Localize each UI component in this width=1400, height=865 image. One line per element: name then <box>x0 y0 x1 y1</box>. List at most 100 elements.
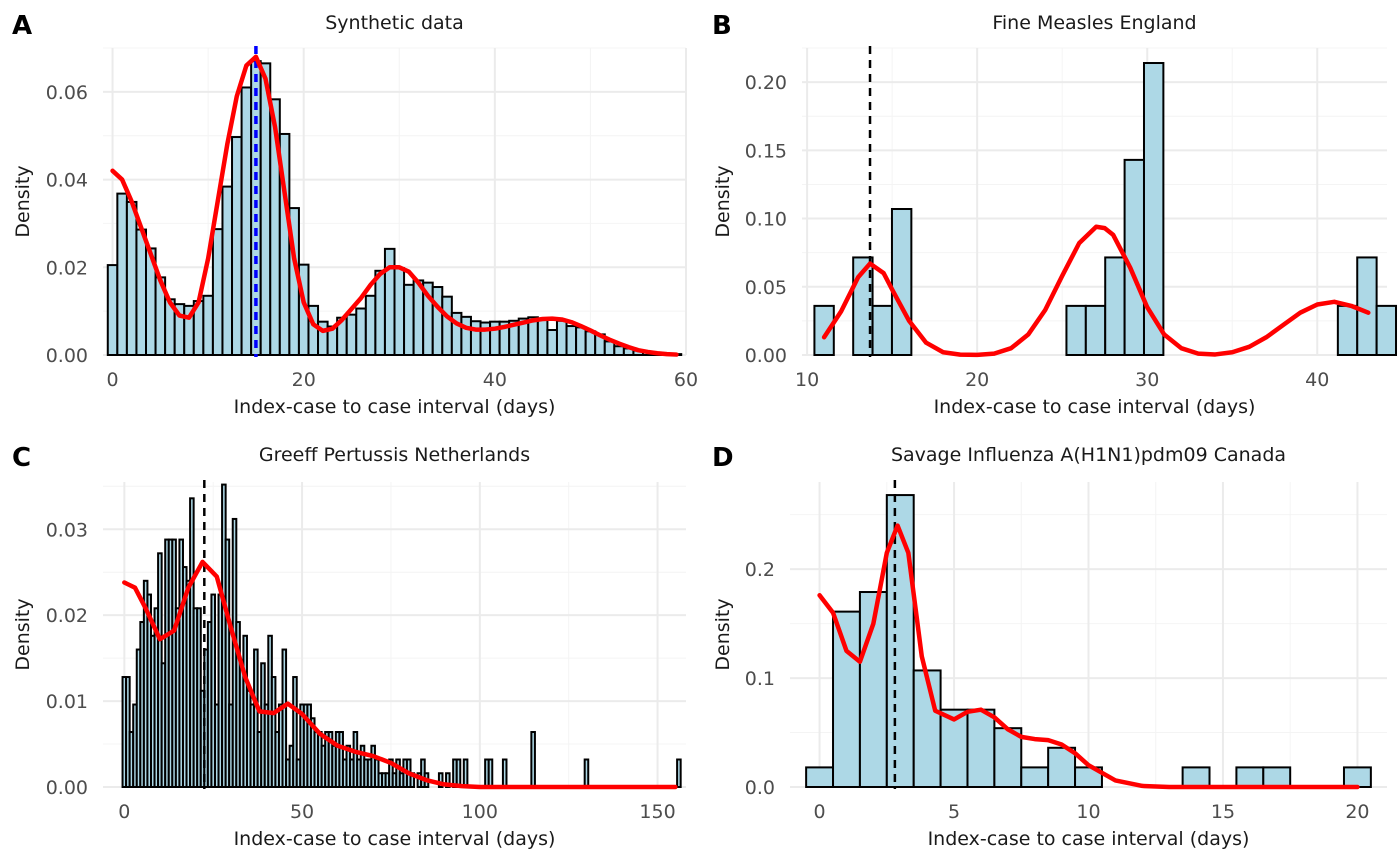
histogram-bar <box>211 228 224 357</box>
histogram-bar <box>455 758 462 788</box>
y-tick-label: 0.0 <box>745 777 775 799</box>
histogram-bar <box>1142 62 1165 357</box>
x-axis-title: Index-case to case interval (days) <box>234 396 556 418</box>
y-axis-title: Density <box>712 598 734 670</box>
panel-title: Greeff Pertussis Netherlands <box>259 444 530 466</box>
x-tick-label: 20 <box>965 369 989 391</box>
histogram-bar <box>224 538 231 788</box>
histogram-bar <box>1084 304 1107 357</box>
x-tick-label: 50 <box>290 801 314 823</box>
y-tick-label: 0.1 <box>745 668 775 690</box>
histogram-bar <box>546 329 558 357</box>
panel-letter: C <box>12 443 31 473</box>
y-tick-label: 0.02 <box>46 257 88 279</box>
histogram-bar <box>106 264 119 357</box>
x-tick-label: 20 <box>1345 801 1369 823</box>
histogram-bar <box>231 136 243 356</box>
histogram-bar <box>584 330 597 356</box>
density-curve <box>817 523 1360 790</box>
y-tick-label: 0.10 <box>745 209 787 231</box>
histogram-bar <box>281 648 288 788</box>
panel-a: 0 20 40 60 0.00 0.02 0.04 0.06 A Synthetic data In… <box>12 11 698 418</box>
density-curve <box>821 224 1371 358</box>
histogram-bar <box>240 86 253 356</box>
panel-c: 0 50 100 150 0.00 0.01 0.02 0.03 C Greeff Pertuss… <box>12 443 686 850</box>
y-tick-label: 0.00 <box>745 345 787 367</box>
x-tick-label: 0 <box>118 801 130 823</box>
histogram-bar <box>501 758 508 788</box>
histogram-bar <box>912 669 942 788</box>
histogram-bar <box>805 766 835 789</box>
histogram-bar <box>364 294 377 356</box>
x-tick-label: 30 <box>1135 369 1159 391</box>
y-tick-label: 0.00 <box>46 777 88 799</box>
x-tick-label: 10 <box>1076 801 1100 823</box>
histogram-bar <box>890 208 913 356</box>
histogram-bar <box>116 192 128 356</box>
x-axis-title: Index-case to case interval (days) <box>928 828 1250 850</box>
histogram-bar <box>1123 158 1145 356</box>
histogram-bar <box>1020 766 1050 789</box>
panel-title: Synthetic data <box>325 12 464 34</box>
histogram-bar <box>1262 766 1292 789</box>
histogram-bar <box>487 758 494 788</box>
histogram-bar <box>383 247 396 356</box>
panel-title: Savage Influenza A(H1N1)pdm09 Canada <box>891 444 1286 466</box>
histogram-bar <box>345 313 358 356</box>
histogram-bar <box>393 267 406 357</box>
y-tick-label: 0.05 <box>745 277 787 299</box>
histogram-bar <box>221 185 234 356</box>
panel-letter: B <box>712 11 732 41</box>
histogram-bar <box>1047 746 1077 788</box>
histogram-bar <box>536 318 549 356</box>
histogram-bar <box>1235 766 1265 789</box>
x-tick-label: 20 <box>292 369 316 391</box>
y-tick-label: 0.2 <box>745 559 775 581</box>
panel-d: 0 5 10 15 20 0.0 0.1 0.2 D Savage Influenza A(H1N… <box>712 443 1387 850</box>
histogram-bar <box>565 325 578 357</box>
histogram-bar <box>530 731 536 789</box>
density-curve <box>110 54 679 357</box>
histogram-bar <box>135 228 148 356</box>
histogram-bar <box>583 758 590 788</box>
y-axis-title: Density <box>712 165 734 237</box>
histogram-bar <box>1104 256 1126 357</box>
histogram-bar <box>412 279 425 357</box>
panel-b: 10 20 30 40 0.00 0.05 0.10 0.15 0.20 B Fine Measle… <box>712 11 1398 418</box>
histogram-bar <box>253 648 259 788</box>
x-tick-label: 10 <box>795 369 819 391</box>
histogram-bar <box>575 326 587 356</box>
histogram-bar <box>871 304 893 357</box>
histogram-bar <box>1336 304 1359 357</box>
histogram-bar <box>1356 256 1378 357</box>
x-tick-label: 150 <box>639 801 675 823</box>
x-tick-label: 5 <box>948 801 960 823</box>
histogram-bar <box>202 294 214 356</box>
x-tick-label: 0 <box>107 369 119 391</box>
histogram-bar <box>374 269 386 356</box>
x-tick-label: 15 <box>1211 801 1235 823</box>
histogram-bar <box>469 320 482 357</box>
histogram-bar <box>431 286 444 356</box>
y-tick-label: 0.01 <box>46 691 88 713</box>
x-tick-label: 100 <box>462 801 498 823</box>
y-axis-title: Density <box>12 598 34 670</box>
y-tick-label: 0.06 <box>46 82 88 104</box>
histogram-bar <box>462 758 469 788</box>
y-tick-label: 0.04 <box>46 170 88 192</box>
y-tick-label: 0.15 <box>745 140 787 162</box>
y-tick-label: 0.20 <box>745 72 787 94</box>
x-axis-title: Index-case to case interval (days) <box>234 828 556 850</box>
histogram-bar <box>1342 766 1372 789</box>
x-tick-label: 0 <box>814 801 826 823</box>
density-curve <box>122 559 678 790</box>
histogram-bar <box>125 200 138 356</box>
histogram-bar <box>966 708 996 788</box>
histogram-bar <box>460 315 472 357</box>
histogram-bar <box>441 295 453 357</box>
y-tick-label: 0.00 <box>46 345 88 367</box>
histogram-bar <box>1065 304 1087 357</box>
x-tick-label: 60 <box>674 369 698 391</box>
x-axis-title: Index-case to case interval (days) <box>934 396 1256 418</box>
